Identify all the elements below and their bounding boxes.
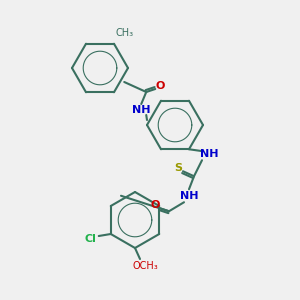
Text: S: S	[174, 163, 182, 173]
Text: NH: NH	[180, 191, 198, 201]
Text: OCH₃: OCH₃	[132, 261, 158, 271]
Text: O: O	[156, 81, 165, 91]
Text: NH: NH	[200, 149, 218, 159]
Text: O: O	[150, 200, 160, 210]
Text: Cl: Cl	[85, 234, 97, 244]
Text: NH: NH	[132, 105, 151, 115]
Text: CH₃: CH₃	[116, 28, 134, 38]
